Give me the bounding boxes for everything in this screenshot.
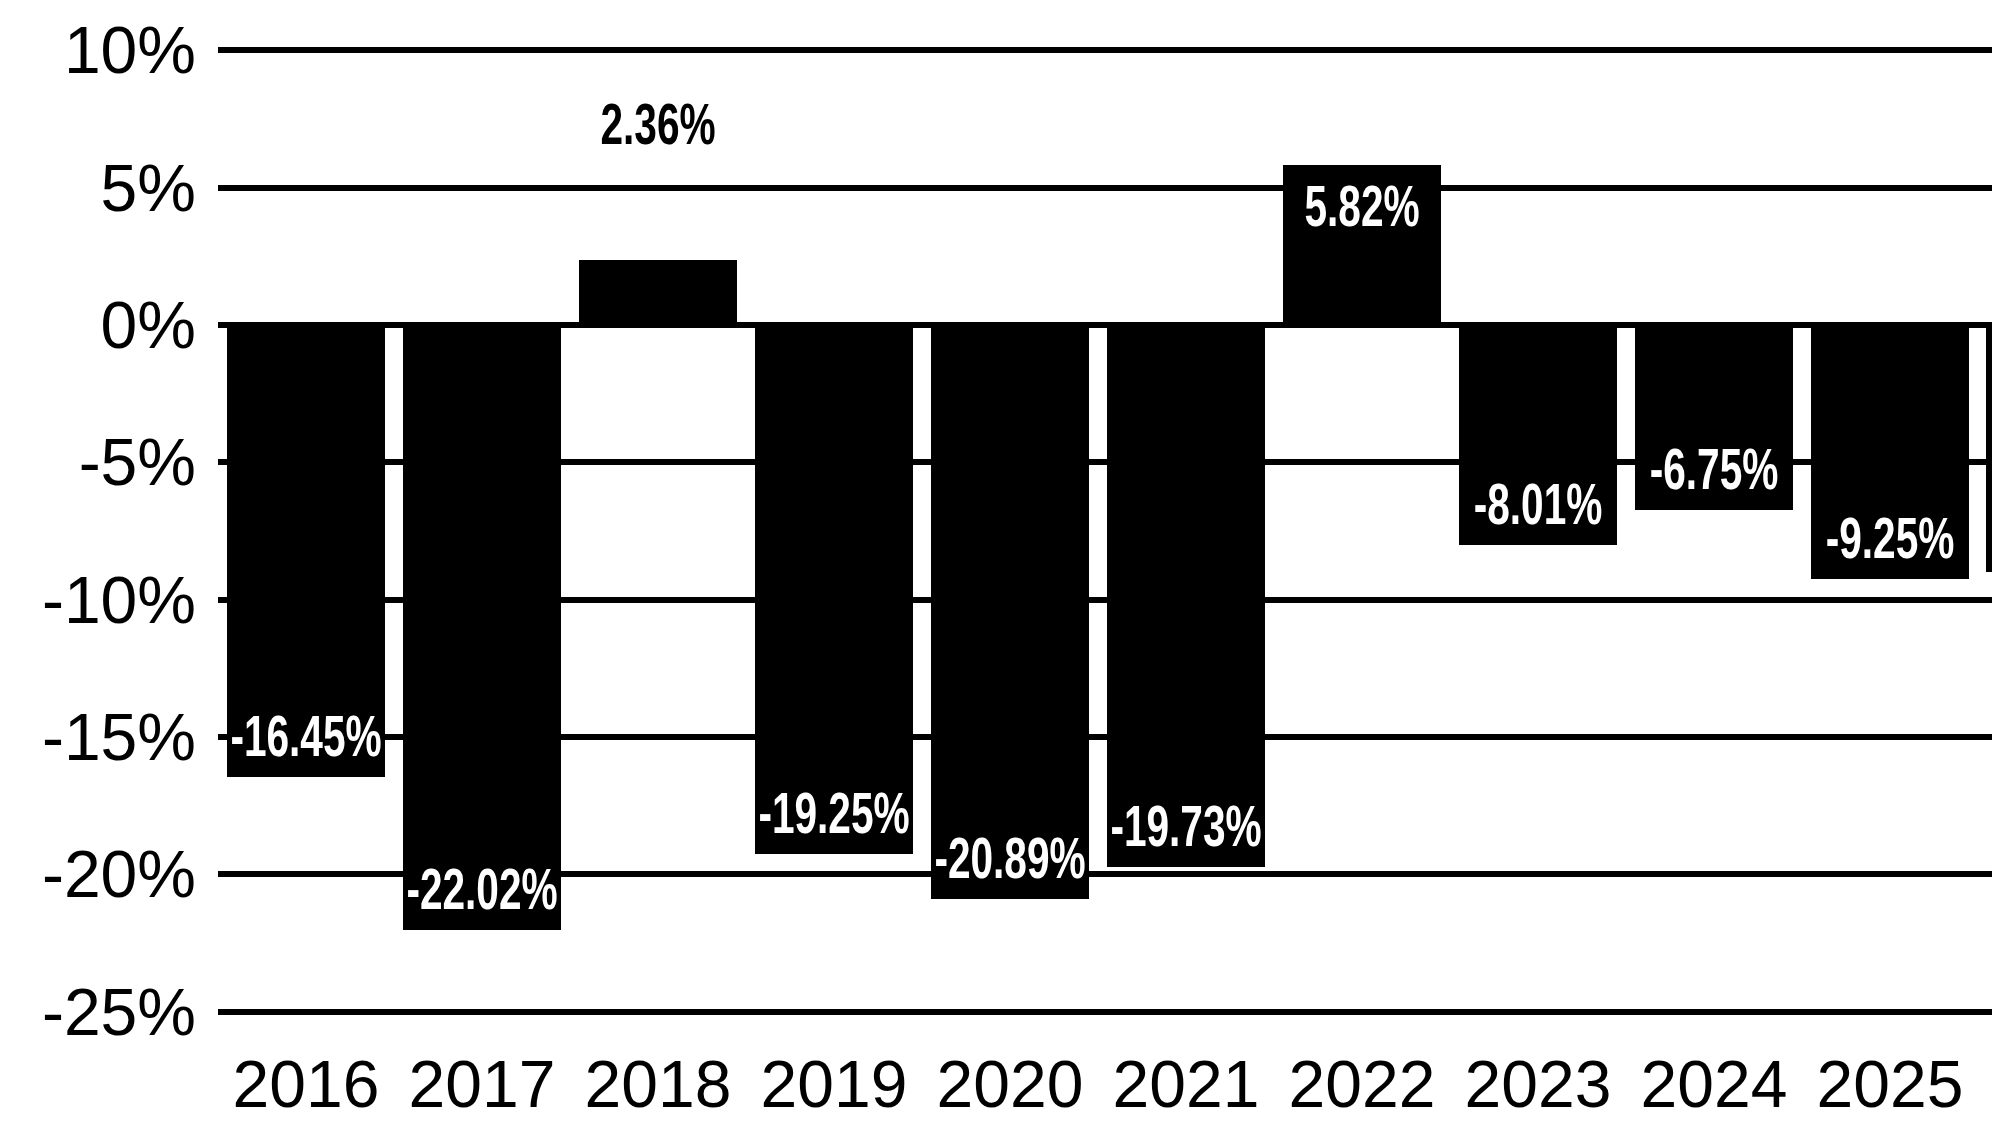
bar-value-label-2022: 5.82% — [1222, 175, 1502, 237]
y-tick-label: 0% — [0, 287, 196, 363]
bar-value-label-2024: -6.75% — [1574, 438, 1854, 500]
bar-2017 — [403, 322, 561, 930]
y-tick-label: -10% — [0, 562, 196, 638]
bar-2018 — [579, 260, 737, 328]
y-tick-label: -25% — [0, 974, 196, 1050]
gridline--25% — [218, 1009, 1992, 1015]
bar-2019 — [755, 322, 913, 854]
bar-value-label-2017: -22.02% — [342, 858, 622, 920]
gridline-5% — [218, 185, 1992, 191]
bar-value-label-2025: -9.25% — [1750, 507, 1992, 569]
bar-value-label-2016: -16.45% — [166, 705, 446, 767]
y-tick-label: -5% — [0, 424, 196, 500]
bar-value-label-2018: 2.36% — [518, 93, 798, 155]
bar-value-label-2021: -19.73% — [1046, 795, 1326, 857]
y-tick-label: 10% — [0, 12, 196, 88]
gridline-10% — [218, 47, 1992, 53]
y-tick-label: 5% — [0, 150, 196, 226]
bar-chart: 10%5%0%-5%-10%-15%-20%-25% -16.45%-22.02… — [0, 0, 1992, 1125]
x-tick-label-2025: 2025 — [1770, 1048, 1992, 1120]
bar-2021 — [1107, 322, 1265, 867]
y-tick-label: -20% — [0, 836, 196, 912]
